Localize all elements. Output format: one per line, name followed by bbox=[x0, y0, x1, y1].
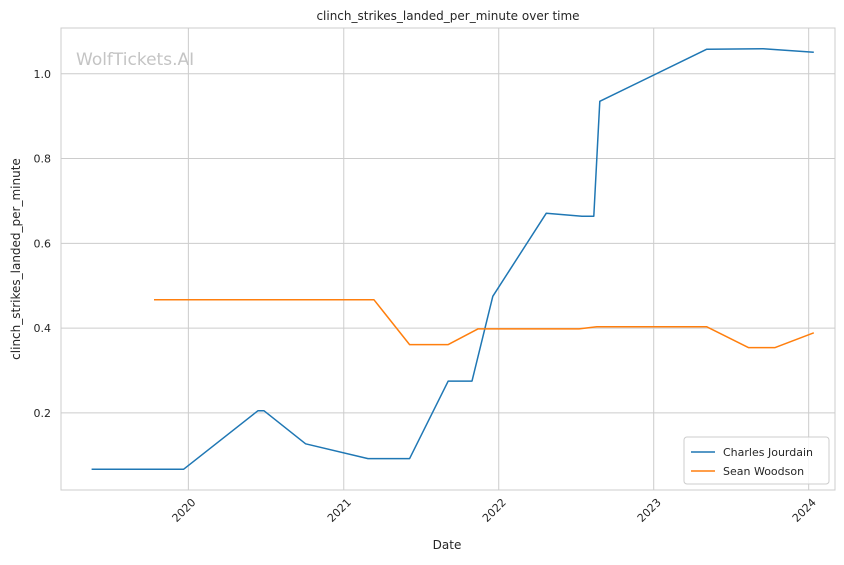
y-axis-label: clinch_strikes_landed_per_minute bbox=[9, 158, 23, 360]
x-tick-label: 2020 bbox=[170, 496, 199, 525]
grid-lines bbox=[61, 28, 835, 490]
series-lines bbox=[91, 48, 815, 470]
y-tick-label: 0.6 bbox=[34, 237, 52, 250]
x-tick-label: 2023 bbox=[635, 496, 664, 525]
y-tick-label: 1.0 bbox=[34, 68, 52, 81]
y-tick-label: 0.4 bbox=[34, 322, 52, 335]
legend-label-1: Sean Woodson bbox=[723, 465, 804, 478]
y-tick-label: 0.2 bbox=[34, 407, 52, 420]
x-tick-label: 2024 bbox=[790, 496, 819, 525]
series-line-0 bbox=[91, 48, 814, 470]
x-tick-label: 2022 bbox=[480, 496, 509, 525]
legend-box bbox=[683, 436, 830, 485]
chart-title: clinch_strikes_landed_per_minute over ti… bbox=[316, 9, 579, 23]
y-tick-label: 0.8 bbox=[34, 153, 52, 166]
x-tick-label: 2021 bbox=[325, 496, 354, 525]
legend-label-0: Charles Jourdain bbox=[723, 446, 813, 459]
legend: Charles Jourdain Sean Woodson bbox=[683, 436, 830, 485]
watermark: WolfTickets.AI bbox=[76, 50, 194, 70]
plot-area bbox=[60, 27, 836, 491]
series-line-1 bbox=[154, 298, 815, 349]
x-axis-label: Date bbox=[433, 538, 462, 552]
